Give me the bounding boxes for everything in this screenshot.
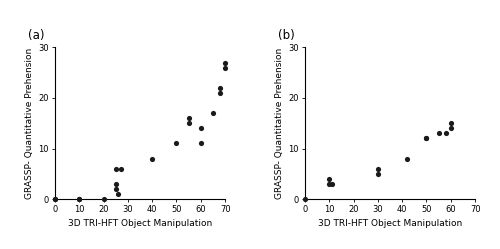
Point [374,172,382,176]
Point [434,131,442,135]
Point [172,141,180,145]
Text: (b): (b) [278,29,295,42]
Point [184,116,192,120]
Point [301,197,309,201]
Point [75,197,83,201]
Point [112,167,120,171]
Point [184,121,192,125]
Point [328,182,336,186]
Point [216,91,224,95]
X-axis label: 3D TRI-HFT Object Manipulation: 3D TRI-HFT Object Manipulation [318,219,462,228]
Point [325,177,333,181]
Y-axis label: GRASSP- Quantitative Prehension: GRASSP- Quantitative Prehension [25,48,34,199]
Text: (a): (a) [28,29,45,42]
Point [114,192,122,196]
Point [447,121,455,125]
Point [442,131,450,135]
Point [51,197,59,201]
Point [75,197,83,201]
Point [422,136,430,140]
Point [148,157,156,161]
Point [216,86,224,90]
Point [221,66,229,70]
Point [209,111,217,115]
Point [325,182,333,186]
Point [221,61,229,64]
Point [197,141,205,145]
Point [447,126,455,130]
Point [51,197,59,201]
Point [374,167,382,171]
Y-axis label: GRASSP- Quantitative Prehension: GRASSP- Quantitative Prehension [275,48,284,199]
Point [403,157,411,161]
Point [112,182,120,186]
Point [422,136,430,140]
Point [112,187,120,191]
Point [100,197,108,201]
Point [116,167,124,171]
X-axis label: 3D TRI-HFT Object Manipulation: 3D TRI-HFT Object Manipulation [68,219,212,228]
Point [197,126,205,130]
